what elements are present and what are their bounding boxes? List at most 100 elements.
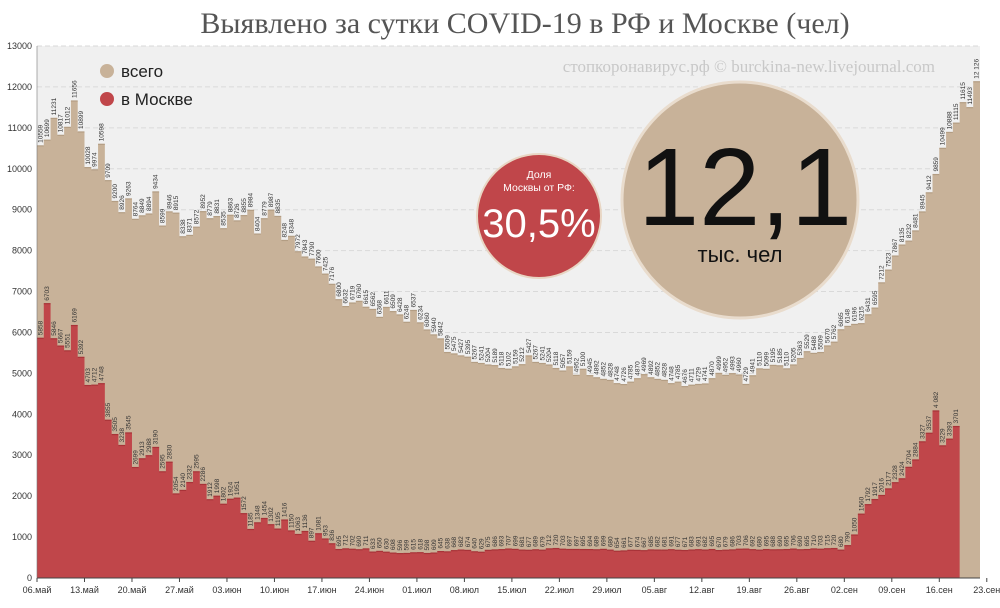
point-moscow [728,549,736,551]
data-label-total: 11493 [967,87,974,105]
data-label-moscow: 1195 [275,512,282,526]
data-label-total: 8987 [268,192,275,207]
point-total [586,375,594,377]
point-total [159,225,166,227]
point-total [43,139,51,141]
point-moscow [715,549,723,552]
data-label-moscow: 3701 [953,409,960,424]
x-tick-label: 29.июл [592,585,621,595]
data-label-moscow: 2884 [913,442,920,457]
x-tick-label: 08.июл [450,585,479,595]
data-label-total: 5189 [492,348,499,363]
data-label-total: 7972 [295,234,302,249]
point-total [851,323,858,326]
point-total [315,266,322,268]
data-label-total: 4941 [750,358,757,373]
data-label-moscow: 3537 [926,415,933,430]
data-label-total: 6509 [390,294,397,309]
data-label-total: 4748 [614,366,621,381]
data-label-moscow: 697 [567,535,574,546]
point-total [111,200,119,203]
data-label-moscow: 638 [444,538,451,549]
data-label-moscow: 677 [675,536,682,547]
point-total [321,273,329,275]
y-tick-label: 11000 [8,123,32,133]
data-label-total: 4852 [600,362,607,377]
data-label-total: 5509 [818,335,825,350]
y-tick-label: 5000 [12,368,32,378]
data-label-total: 11012 [65,106,72,124]
point-total [708,378,716,380]
data-label-total: 10559 [37,124,44,142]
data-label-total: 6719 [349,285,356,300]
point-total [430,334,438,336]
point-moscow [64,350,71,352]
x-tick-label: 13.май [70,585,99,595]
point-total [966,107,974,109]
point-moscow [946,438,953,440]
data-label-total: 5100 [580,351,587,366]
point-total [939,147,947,149]
data-label-moscow: 691 [695,535,702,546]
data-label-moscow: 695 [336,535,343,546]
point-moscow [572,548,580,551]
point-moscow [199,483,207,486]
data-label-total: 5159 [512,349,519,364]
point-total [301,256,309,258]
data-label-total: 8535 [221,211,228,226]
point-moscow [545,548,553,550]
data-label-total: 6196 [851,307,858,322]
data-label-total: 8481 [913,213,920,228]
point-total [193,226,200,228]
data-label-total: 8371 [187,218,194,233]
data-label-moscow: 693 [499,535,506,546]
point-moscow [471,551,478,553]
point-moscow [708,548,716,551]
data-label-moscow: 706 [790,535,797,546]
point-moscow [193,471,200,473]
point-total [891,255,899,257]
data-label-total: 8945 [919,194,926,209]
data-label-moscow: 715 [824,535,831,546]
point-total [661,379,668,382]
data-label-moscow: 712 [343,535,350,546]
data-label-total: 5241 [478,346,485,361]
point-moscow [281,519,289,521]
data-label-moscow: 5858 [37,320,44,335]
point-moscow [674,549,682,551]
point-moscow [457,549,465,551]
point-moscow [878,494,886,497]
data-label-total: 11656 [71,80,78,98]
data-label-moscow: 1998 [214,478,221,493]
point-total [281,239,289,242]
point-total [606,379,614,382]
data-label-moscow: 4703 [85,368,92,383]
point-moscow [376,550,383,552]
data-label-total: 6800 [336,282,343,297]
data-label-moscow: 680 [757,536,764,547]
point-moscow [484,549,492,551]
x-tick-label: 26.авг [784,585,810,595]
data-label-moscow: 2332 [187,465,194,480]
data-label-total: 7425 [322,256,329,271]
point-total [444,351,451,354]
data-label-total: 5842 [438,321,445,336]
data-label-moscow: 790 [845,531,852,542]
point-moscow [525,549,533,551]
point-total [715,372,723,375]
point-total [64,126,71,128]
data-label-moscow: 1912 [207,482,214,497]
data-label-moscow: 4 082 [933,391,940,408]
point-total [640,374,648,376]
point-moscow [57,345,65,347]
data-label-total: 5762 [831,324,838,339]
point-total [471,361,478,364]
legend-label-moscow: в Москве [121,90,193,109]
point-total [722,374,729,376]
data-label-total: 6060 [424,312,431,327]
point-total [423,329,431,331]
data-label-moscow: 694 [587,535,594,546]
point-moscow [627,549,635,551]
point-moscow [667,549,675,551]
data-label-moscow: 690 [797,536,804,547]
